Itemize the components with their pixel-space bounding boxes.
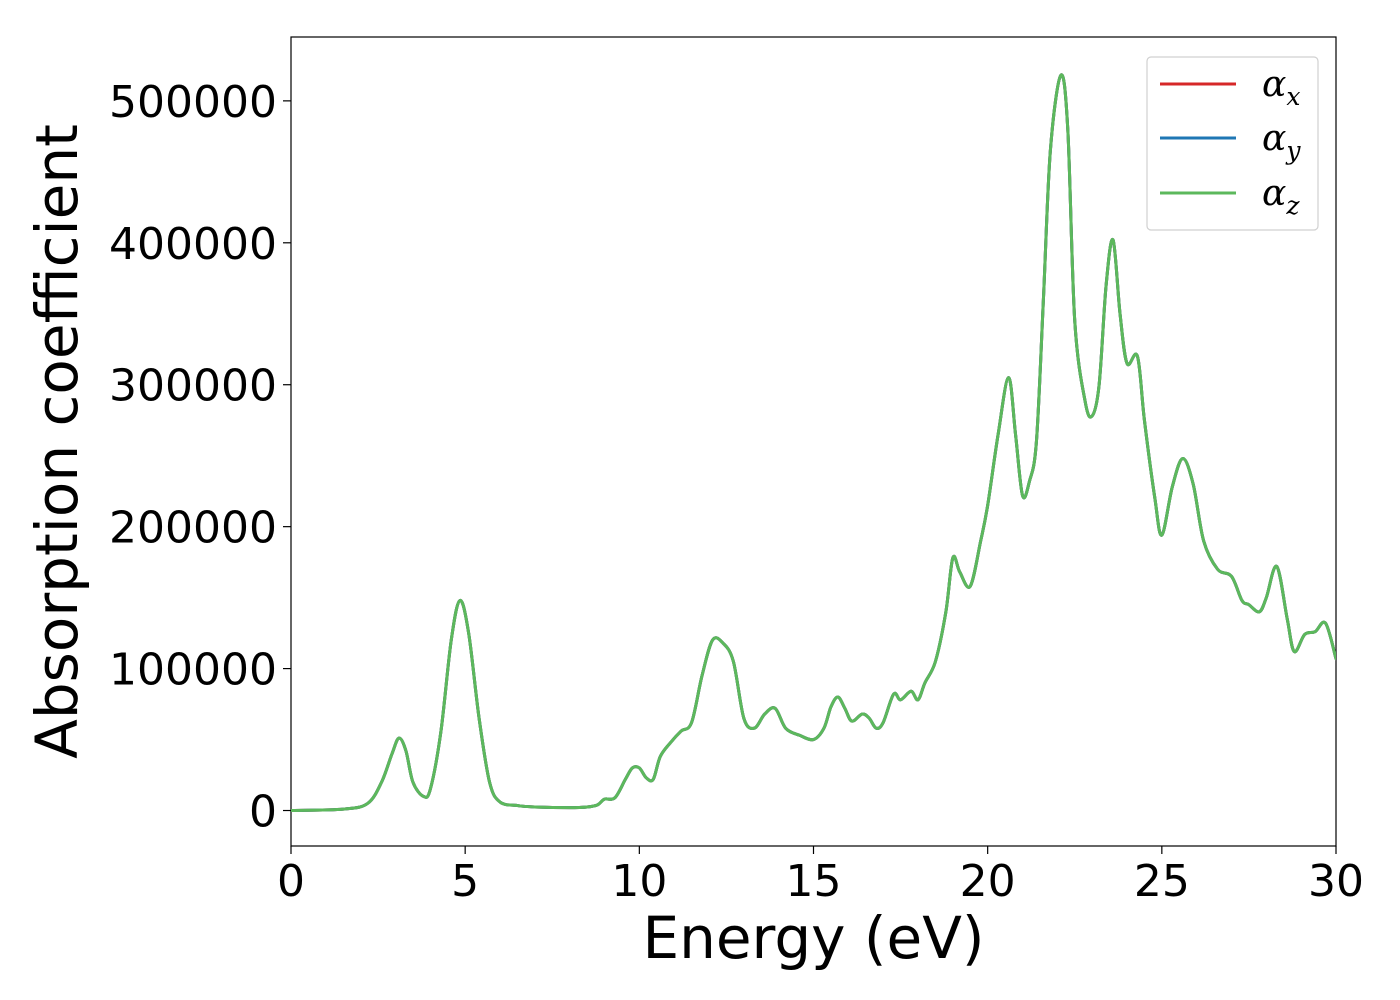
x-axis-label: Energy (eV) — [642, 904, 984, 972]
legend-symbol: α — [1262, 118, 1286, 159]
y-tick-label: 400000 — [109, 219, 277, 270]
legend-subscript: x — [1286, 82, 1300, 111]
x-tick-label: 0 — [277, 856, 305, 907]
y-tick-label: 500000 — [109, 77, 277, 128]
x-tick-label: 15 — [786, 856, 842, 907]
x-tick-label: 10 — [611, 856, 667, 907]
legend-label-z: αz — [1262, 173, 1300, 220]
y-axis-label: Absorption coefficient — [23, 124, 91, 759]
legend-symbol: α — [1262, 173, 1286, 214]
legend-box — [1146, 56, 1319, 231]
x-tick-label: 20 — [960, 856, 1016, 907]
x-tick-label: 30 — [1308, 856, 1364, 907]
y-axis-ticks: 0 100000 200000 300000 400000 500000 — [109, 77, 291, 838]
series-line-alpha-z — [291, 73, 1336, 813]
x-tick-label: 5 — [451, 856, 479, 907]
y-tick-label: 0 — [249, 787, 277, 838]
legend-subscript: z — [1285, 191, 1300, 220]
legend-symbol: α — [1262, 64, 1286, 105]
x-tick-label: 25 — [1134, 856, 1190, 907]
y-tick-label: 100000 — [109, 645, 277, 696]
y-tick-label: 300000 — [109, 361, 277, 412]
legend-subscript: y — [1285, 136, 1301, 165]
y-tick-label: 200000 — [109, 503, 277, 554]
legend-label-y: αy — [1262, 118, 1301, 165]
series-layer — [291, 73, 1336, 813]
x-axis-ticks: 0 5 10 15 20 25 30 — [277, 846, 1364, 907]
legend-label-x: αx — [1262, 64, 1300, 111]
